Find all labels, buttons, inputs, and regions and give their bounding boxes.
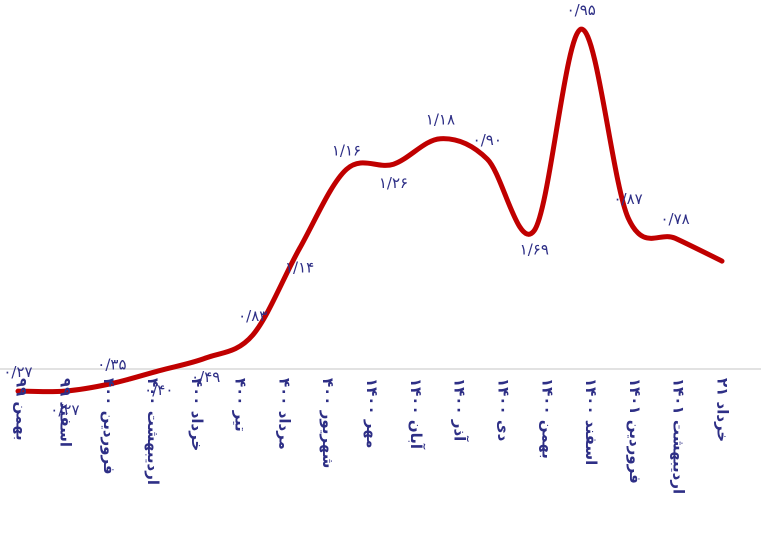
- value-label: ۰/۴۰: [144, 381, 173, 399]
- value-label: ۱/۱۴: [285, 258, 314, 276]
- x-tick-label: اردیبهشت ۱۴۰۱: [670, 378, 688, 494]
- x-tick-label: شهریور ۴۰۰: [319, 378, 337, 468]
- x-tick-label: بهمن ۹۹: [13, 378, 31, 441]
- value-label: ۰/۸۷: [613, 190, 642, 208]
- x-tick-label: دی ۱۴۰۰: [494, 378, 512, 442]
- x-tick-label: تیر ۴۰۰: [232, 378, 250, 432]
- x-tick-label: بهمن ۱۴۰۰: [538, 378, 556, 459]
- value-label: ۰/۴۹: [191, 368, 220, 386]
- value-label: ۰/۳۵: [97, 356, 126, 374]
- value-label: ۱/۶۹: [520, 241, 549, 259]
- x-tick-labels: بهمن ۹۹ اسفند ۹۹ فروردین ۴۰۰ اردیبهشت ۴۰۰ خر…: [13, 378, 732, 494]
- x-tick-label: مرداد ۴۰۰: [275, 378, 293, 450]
- x-tick-label: اردیبهشت ۴۰۰: [144, 378, 162, 485]
- value-label: ۱/۱۸: [426, 111, 455, 129]
- x-tick-label: ۲۱ خرداد: [714, 378, 732, 442]
- x-tick-label: خرداد ۴۰۰: [188, 378, 206, 451]
- value-label: ۱/۲۶: [379, 174, 408, 192]
- value-label: ۰/۹۵: [567, 1, 596, 19]
- value-labels: ۰/۲۷ ۰/۲۷ ۰/۳۵ ۰/۴۰ ۰/۴۹ ۰/۸۳ ۱/۱۴ ۱/۱۶ ۱/۲۶ ۱/۱۸…: [3, 1, 689, 419]
- x-tick-label: آذر ۱۴۰۰: [451, 378, 469, 442]
- value-label: ۱/۱۶: [332, 141, 361, 159]
- value-label: ۰/۷۸: [660, 210, 689, 228]
- x-tick-label: مهر ۱۴۰۰: [363, 378, 381, 448]
- x-tick-label: اسفند ۱۴۰۰: [582, 378, 600, 465]
- value-label: ۰/۲۷: [3, 363, 32, 381]
- x-tick-label: اسفند ۹۹: [56, 378, 74, 447]
- value-label: ۰/۹۰: [473, 131, 502, 149]
- x-tick-label: فروردین ۴۰۰: [100, 378, 118, 475]
- value-label: ۰/۸۳: [238, 307, 267, 325]
- x-tick-label: آبان ۱۴۰۰: [407, 378, 425, 450]
- x-tick-label: فروردین ۱۴۰۱: [626, 378, 644, 484]
- series-line: [15, 26, 725, 395]
- value-label: ۰/۲۷: [50, 401, 79, 419]
